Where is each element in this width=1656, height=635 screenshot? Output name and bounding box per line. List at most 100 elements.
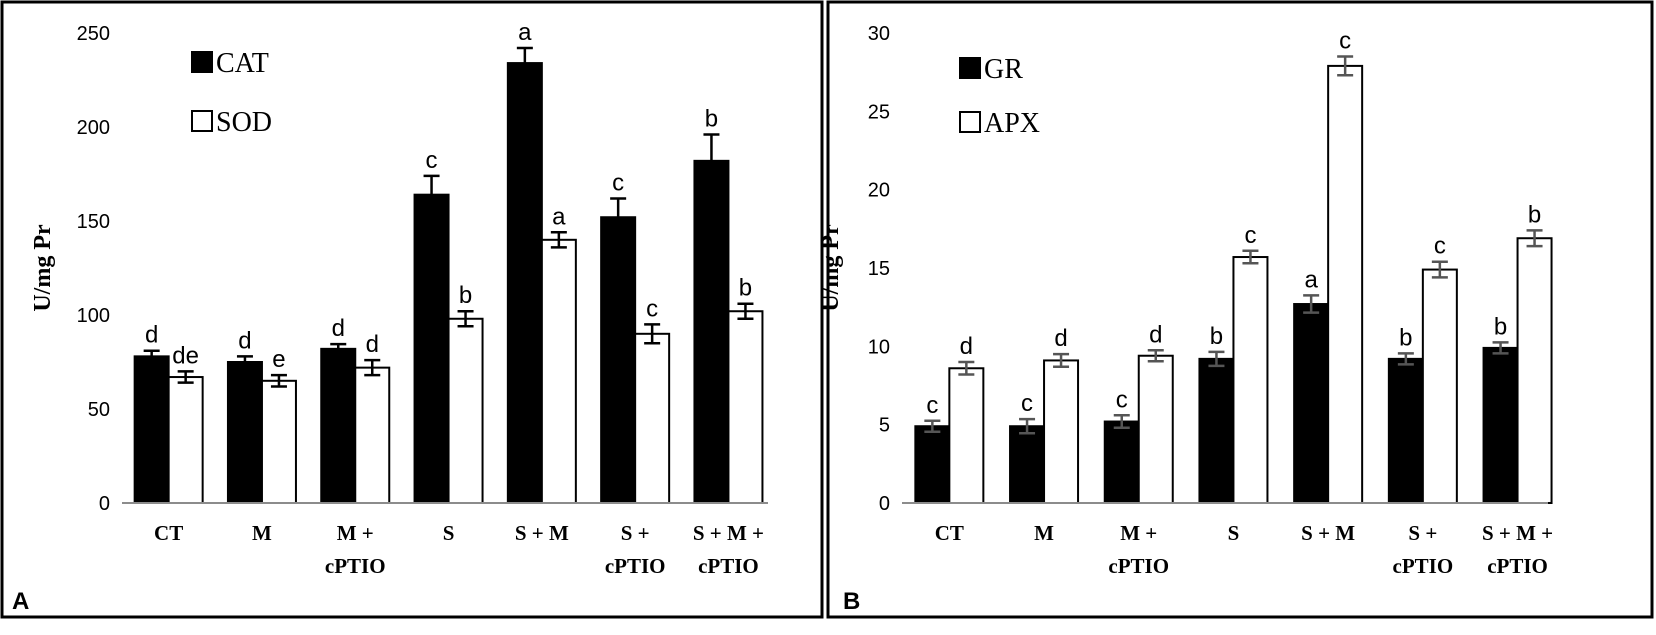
panel-a-ytick-label-3: 150 — [77, 211, 110, 233]
panel-a-bar-cat-6 — [693, 159, 730, 504]
panel-a-sig-letter-sod-6: b — [739, 275, 752, 302]
panel-a-xtick-label-2-1: cPTIO — [325, 554, 386, 578]
panel-a-legend-label-cat: CAT — [216, 48, 269, 79]
panel-b-sig-letter-gr-3: b — [1210, 323, 1223, 350]
panel-b-sig-letter-gr-6: b — [1494, 313, 1507, 340]
panel-a-sig-letter-cat-3: c — [426, 147, 438, 174]
panel-b-ytick-label-3: 15 — [868, 258, 890, 280]
panel-b-sig-letter-apx-1: d — [1054, 325, 1067, 352]
panel-b-bar-gr-5 — [1387, 357, 1424, 504]
panel-a-legend-label-sod: SOD — [216, 107, 272, 138]
panel-b-bar-apx-2 — [1137, 354, 1174, 504]
panel-b-legend-label-gr: GR — [984, 54, 1023, 85]
panel-a-sig-letter-sod-5: c — [646, 295, 658, 322]
panel-b-letter: B — [843, 588, 860, 615]
chart-panel-b: 0 5 10 15 20 25 30 U/mg Pr c d CT c d Mc d M + cPTIO b c Sa… — [818, 23, 1553, 578]
panel-a-y-axis-label: U/mg Pr — [30, 224, 56, 312]
panel-b-ytick-label-4: 20 — [868, 180, 890, 202]
panel-a-xtick-label-3-0: S — [443, 521, 455, 545]
panel-b-sig-letter-gr-5: b — [1399, 324, 1412, 351]
panel-a-bar-cat-5 — [600, 216, 637, 505]
panel-b-bar-apx-4 — [1327, 64, 1364, 505]
panel-b-bar-apx-5 — [1421, 268, 1458, 505]
panel-b-bar-apx-0 — [948, 367, 985, 504]
panel-a-ytick-label-2: 100 — [77, 305, 110, 327]
panel-b-legend-swatch-gr — [959, 57, 981, 79]
panel-b-sig-letter-gr-0: c — [926, 392, 938, 419]
panel-a-xtick-label-6-0: S + M + — [693, 521, 764, 545]
panel-b-xtick-label-6-1: cPTIO — [1487, 554, 1548, 578]
panel-a-bar-sod-3 — [447, 317, 484, 505]
panel-b-sig-letter-gr-4: a — [1304, 266, 1318, 293]
panel-b-bar-gr-2 — [1103, 420, 1140, 504]
panel-b-xtick-label-4-0: S + M — [1301, 521, 1355, 545]
panel-a-sig-letter-cat-4: a — [518, 19, 532, 46]
panel-a-sig-letter-sod-0: de — [172, 342, 199, 369]
panel-b-xtick-label-5-1: cPTIO — [1393, 554, 1454, 578]
panel-b-ytick-label-2: 10 — [868, 336, 890, 358]
panel-a-bar-cat-3 — [413, 193, 450, 504]
panel-b-bar-gr-0 — [914, 425, 951, 505]
panel-b-bar-apx-6 — [1516, 237, 1553, 504]
panel-b-xtick-label-3-0: S — [1228, 521, 1240, 545]
panel-b-xtick-label-0-0: CT — [935, 521, 964, 545]
panel-b-bar-apx-3 — [1232, 256, 1269, 504]
panel-a-letter: A — [12, 588, 29, 615]
panel-a-xtick-label-4-0: S + M — [515, 521, 569, 545]
panel-a-sig-letter-cat-5: c — [612, 169, 624, 196]
panel-a-ytick-label-1: 50 — [88, 399, 110, 421]
panel-a-sig-letter-cat-1: d — [238, 327, 251, 354]
panel-a-sig-letter-sod-4: a — [552, 203, 566, 230]
panel-a-sig-letter-sod-1: e — [272, 346, 285, 373]
panel-a-bar-cat-4 — [506, 62, 543, 505]
panel-a-xtick-label-5-0: S + — [621, 521, 650, 545]
panel-a-ytick-label-4: 200 — [77, 117, 110, 139]
panel-b-sig-letter-gr-1: c — [1021, 390, 1033, 417]
panel-a-legend-swatch-cat — [191, 51, 213, 73]
panel-b-ytick-label-6: 30 — [868, 23, 890, 45]
panel-b-y-axis-label: U/mg Pr — [818, 224, 844, 312]
panel-b-legend-swatch-apx — [959, 111, 981, 133]
panel-b-sig-letter-apx-5: c — [1434, 233, 1446, 260]
panel-a-xtick-label-6-1: cPTIO — [698, 554, 759, 578]
panel-b-bar-gr-3 — [1198, 357, 1235, 504]
panel-b-sig-letter-apx-3: c — [1244, 222, 1256, 249]
panel-a-bar-sod-2 — [354, 366, 391, 505]
panel-a-ytick-label-0: 0 — [99, 493, 110, 515]
panel-a-bar-cat-0 — [133, 355, 170, 504]
panel-a-bar-sod-0 — [167, 376, 204, 505]
panel-a-ytick-label-5: 250 — [77, 23, 110, 45]
panel-a-legend-swatch-sod — [191, 110, 213, 132]
panel-a-frame — [0, 0, 824, 619]
panel-a-sig-letter-cat-2: d — [332, 315, 345, 342]
panel-b-bar-gr-4 — [1293, 303, 1330, 504]
panel-a-bar-sod-1 — [260, 379, 297, 504]
panel-b-xtick-label-2-1: cPTIO — [1108, 554, 1169, 578]
panel-a-sig-letter-sod-2: d — [366, 331, 379, 358]
panel-b-legend-label-apx: APX — [984, 108, 1040, 139]
panel-a-sig-letter-cat-6: b — [705, 106, 718, 133]
panel-b-sig-letter-gr-2: c — [1116, 386, 1128, 413]
panel-b-xtick-label-6-0: S + M + — [1482, 521, 1553, 545]
panel-b-ytick-label-5: 25 — [868, 101, 890, 123]
panel-b-ytick-label-0: 0 — [879, 493, 890, 515]
panel-b-bar-apx-1 — [1043, 359, 1080, 504]
panel-b-sig-letter-apx-2: d — [1149, 321, 1162, 348]
panel-b-xtick-label-5-0: S + — [1408, 521, 1437, 545]
panel-b-bar-gr-6 — [1482, 346, 1519, 504]
panel-b-bar-gr-1 — [1009, 425, 1046, 505]
panel-a-sig-letter-sod-3: b — [459, 282, 472, 309]
panel-b-ytick-label-1: 5 — [879, 415, 890, 437]
panel-a-bar-cat-2 — [320, 347, 357, 504]
panel-a-xtick-label-1-0: M — [252, 521, 272, 545]
panel-a-xtick-label-0-0: CT — [154, 521, 183, 545]
panel-a-xtick-label-5-1: cPTIO — [605, 554, 666, 578]
panel-b-sig-letter-apx-0: d — [960, 333, 973, 360]
panel-b-xtick-label-1-0: M — [1034, 521, 1054, 545]
panel-a-bar-cat-1 — [226, 361, 263, 504]
panel-a-sig-letter-cat-0: d — [145, 322, 158, 349]
panel-b-xtick-label-2-0: M + — [1120, 521, 1157, 545]
panel-a-bar-sod-6 — [727, 310, 764, 504]
